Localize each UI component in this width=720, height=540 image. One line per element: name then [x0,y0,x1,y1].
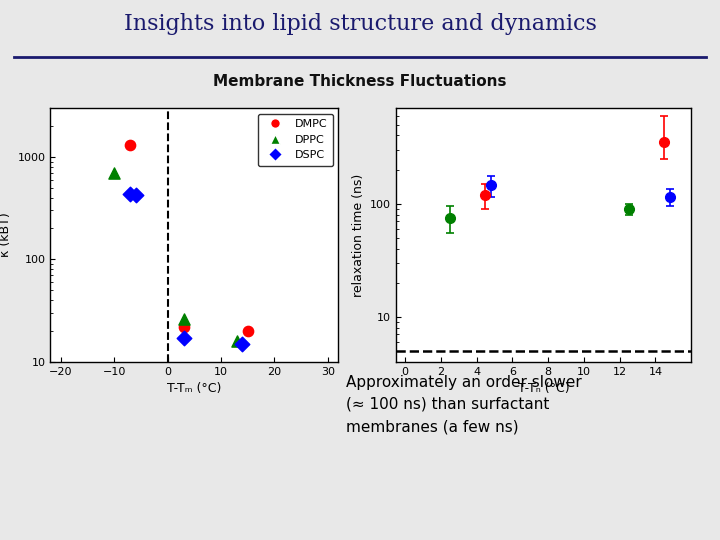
Point [178,322,189,331]
Point [178,334,189,342]
X-axis label: T-Tₘ (°C): T-Tₘ (°C) [167,382,222,395]
Point [231,336,243,345]
Y-axis label: κ (kBT): κ (kBT) [0,213,12,257]
Point [237,340,248,348]
Point [109,168,120,177]
Point [125,190,136,199]
Point [242,327,253,335]
Point [130,191,142,200]
Text: Insights into lipid structure and dynamics: Insights into lipid structure and dynami… [124,13,596,35]
Point [178,315,189,323]
Text: Membrane Thickness Fluctuations: Membrane Thickness Fluctuations [213,74,507,89]
Legend: DMPC, DPPC, DSPC: DMPC, DPPC, DSPC [258,113,333,166]
Text: Approximately an order slower
(≈ 100 ns) than surfactant
membranes (a few ns): Approximately an order slower (≈ 100 ns)… [346,375,581,434]
Y-axis label: relaxation time (ns): relaxation time (ns) [351,173,364,296]
Point [125,141,136,150]
X-axis label: T-Tₙ (°C): T-Tₙ (°C) [518,382,570,395]
